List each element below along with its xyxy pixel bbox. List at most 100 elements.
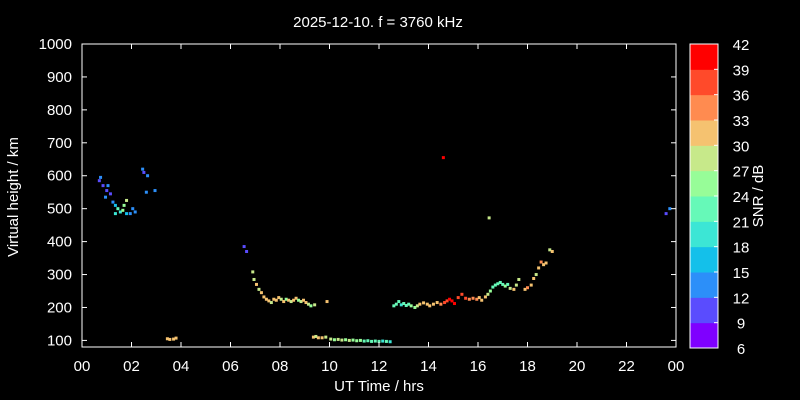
data-point <box>144 190 148 194</box>
data-point <box>394 302 398 306</box>
colorbar-tick-label: 6 <box>737 341 745 358</box>
data-point <box>125 212 129 216</box>
data-point <box>309 304 313 308</box>
data-point <box>409 304 413 308</box>
data-points <box>97 156 672 344</box>
data-point <box>351 338 355 342</box>
data-point <box>245 249 249 253</box>
data-point <box>548 248 552 252</box>
y-tick-label: 1000 <box>39 36 72 53</box>
data-point <box>316 336 320 340</box>
data-point <box>106 184 110 188</box>
x-tick-label: 00 <box>668 358 685 375</box>
colorbar-tick-label: 39 <box>733 62 750 79</box>
data-point <box>355 339 359 343</box>
x-tick-label: 16 <box>470 358 487 375</box>
data-point <box>431 302 435 306</box>
data-point <box>336 337 340 341</box>
data-point <box>402 302 406 306</box>
colorbar-tick-label: 42 <box>733 37 750 54</box>
data-point <box>514 283 518 287</box>
x-tick-label: 22 <box>618 358 635 375</box>
data-point <box>448 297 452 301</box>
data-point <box>539 260 543 264</box>
data-point <box>344 338 348 342</box>
data-point <box>332 338 336 342</box>
data-point <box>274 298 278 302</box>
data-point <box>450 299 454 303</box>
data-point <box>422 301 426 305</box>
x-tick-label: 00 <box>74 358 91 375</box>
data-point <box>506 282 510 286</box>
data-point <box>526 286 529 290</box>
data-point <box>404 304 408 308</box>
data-point <box>252 277 256 281</box>
colorbar-segment <box>690 196 718 222</box>
data-point <box>267 299 271 303</box>
data-point <box>329 337 333 341</box>
data-point <box>425 302 429 306</box>
data-point <box>388 340 392 344</box>
data-point <box>311 335 315 339</box>
plot-area: 00 02 04 06 08 10 12 14 16 18 20 22 00 100 200 300 400 5… <box>39 36 685 375</box>
colorbar-segment <box>690 94 718 121</box>
data-point <box>242 245 246 249</box>
x-axis-label: UT Time / hrs <box>334 378 424 395</box>
y-axis: 100 200 300 400 500 600 700 800 900 1000 <box>39 36 676 349</box>
colorbar-tick-label: 12 <box>733 290 750 307</box>
colorbar-segment <box>690 145 718 172</box>
colorbar-tick-label: 9 <box>737 316 745 333</box>
y-tick-label: 100 <box>47 332 72 349</box>
data-point <box>97 179 101 183</box>
data-point <box>269 301 273 305</box>
colorbar-segment <box>690 221 718 248</box>
data-point <box>456 296 460 300</box>
data-point <box>116 207 120 211</box>
colorbar-segment <box>690 120 718 146</box>
colorbar-tick-label: 36 <box>733 88 750 105</box>
y-axis-label: Virtual height / km <box>5 137 22 257</box>
data-point <box>491 285 495 289</box>
x-tick-label: 14 <box>420 358 437 375</box>
data-point <box>445 299 449 303</box>
data-point <box>477 296 481 300</box>
data-point <box>297 298 301 302</box>
data-point <box>325 300 329 304</box>
data-point <box>464 296 468 300</box>
data-point <box>664 212 668 216</box>
data-point <box>174 336 178 340</box>
colorbar-tick-label: 27 <box>733 164 750 181</box>
x-tick-label: 02 <box>123 358 140 375</box>
colorbar-label: SNR / dB <box>750 165 767 228</box>
data-point <box>460 292 464 296</box>
data-point <box>508 286 512 290</box>
colorbar-segment <box>690 272 718 298</box>
data-point <box>475 297 479 301</box>
data-point <box>251 270 255 274</box>
colorbar-segment <box>690 246 718 273</box>
data-point <box>415 304 419 308</box>
data-point <box>373 339 377 343</box>
colorbar: 6 9 12 15 18 21 24 27 30 33 36 39 42 <box>689 37 750 358</box>
data-point <box>294 296 298 300</box>
colorbar-tick-label: 33 <box>733 113 750 130</box>
data-point <box>277 296 281 300</box>
x-tick-label: 18 <box>519 358 536 375</box>
data-point <box>153 189 157 193</box>
data-point <box>313 303 317 307</box>
x-tick-label: 08 <box>272 358 289 375</box>
data-point <box>435 301 439 305</box>
colorbar-segment <box>690 69 718 96</box>
data-point <box>480 298 484 302</box>
colorbar-tick-label: 18 <box>733 240 750 257</box>
data-point <box>141 167 145 171</box>
data-point <box>133 210 137 214</box>
colorbar-segment <box>690 297 718 324</box>
data-point <box>377 339 381 343</box>
data-point <box>347 338 351 342</box>
data-point <box>264 297 268 301</box>
data-point <box>439 302 443 306</box>
y-tick-label: 500 <box>47 201 72 218</box>
data-point <box>101 184 105 188</box>
data-point <box>284 297 288 301</box>
